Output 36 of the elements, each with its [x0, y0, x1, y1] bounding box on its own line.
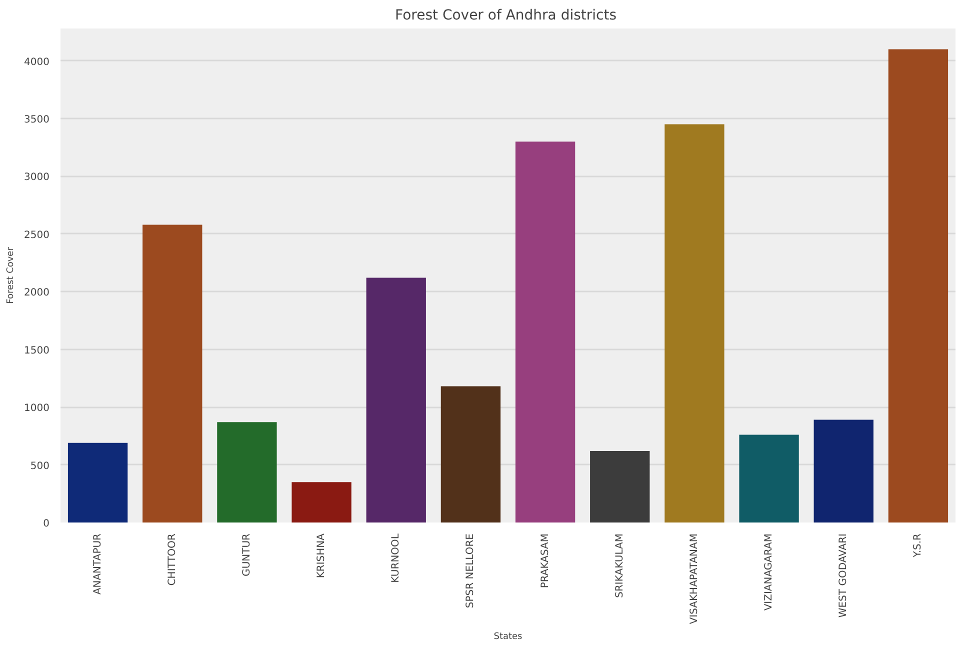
bar — [366, 278, 426, 522]
y-tick-label: 2000 — [24, 288, 50, 299]
y-tick-label: 500 — [30, 460, 50, 472]
bar — [68, 442, 128, 522]
y-tick-label: 3000 — [24, 172, 50, 184]
x-tick-label: Y.S.R — [912, 533, 924, 558]
x-tick-label: VIZIANAGARAM — [764, 533, 775, 611]
x-tick-label: VISAKHAPATANAM — [688, 533, 700, 624]
x-tick-label: KRISHNA — [316, 533, 328, 578]
x-tick-label: SPSR NELLORE — [465, 533, 476, 608]
x-tick-label: ANANTAPUR — [92, 533, 104, 595]
y-tick-label: 0 — [43, 518, 50, 530]
bar — [664, 124, 724, 522]
bar — [739, 434, 799, 522]
y-tick-label: 1000 — [24, 403, 50, 414]
x-tick-label: GUNTUR — [241, 533, 252, 576]
bar — [440, 386, 501, 522]
x-tick-label: KURNOOL — [390, 533, 402, 583]
y-tick-label: 4000 — [24, 56, 50, 68]
y-axis-title: Forest Cover — [6, 246, 16, 304]
bar — [888, 49, 948, 522]
y-tick-label: 3500 — [24, 114, 50, 126]
bar — [217, 422, 277, 522]
x-tick-label: SRIKAKULAM — [614, 533, 626, 598]
y-tick-label: 1500 — [24, 345, 50, 356]
x-tick-label: WEST GODAVARI — [838, 533, 850, 618]
chart-title: Forest Cover of Andhra districts — [395, 8, 617, 24]
y-tick-label: 2500 — [24, 230, 50, 241]
bar — [814, 420, 874, 522]
bar — [292, 482, 352, 522]
x-tick-label: PRAKASAM — [540, 534, 551, 588]
x-axis-title: States — [494, 632, 523, 642]
x-tick-label: CHITTOOR — [166, 533, 178, 586]
bar — [590, 450, 650, 522]
bar — [142, 224, 202, 522]
bar — [515, 142, 576, 522]
